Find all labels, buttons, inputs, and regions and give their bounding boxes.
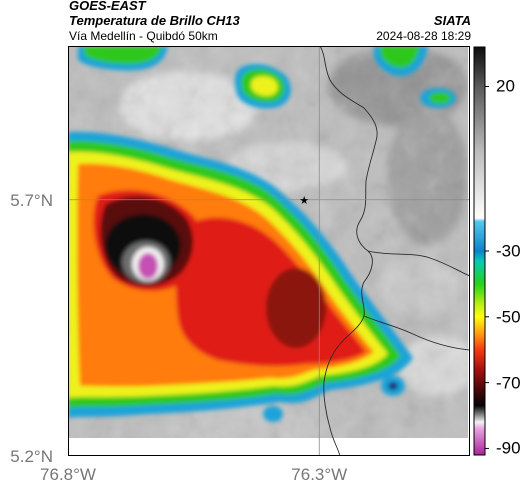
department-borders xyxy=(319,47,469,455)
colorbar-tick-label: 20 xyxy=(496,76,515,96)
temperature-colorbar xyxy=(473,46,489,456)
brightness-temperature-map[interactable]: ★ xyxy=(68,46,470,456)
colorbar-tick-label: -90 xyxy=(496,438,521,458)
title-product: Temperatura de Brillo CH13 xyxy=(69,13,240,28)
storm-dark-east xyxy=(266,268,326,348)
lon-tick-label: 76.8°W xyxy=(40,465,96,484)
map-edge-white xyxy=(69,438,469,455)
cell-south-cyan xyxy=(263,406,283,422)
star-icon: ★ xyxy=(299,194,309,207)
crosshair xyxy=(69,47,469,455)
colorbar-tick-label: -70 xyxy=(496,373,521,393)
colorbar-tick-label: -30 xyxy=(496,241,521,261)
map-edge-white-right xyxy=(468,47,469,455)
lat-tick-label: 5.2°N xyxy=(10,447,53,466)
title-satellite: GOES-EAST xyxy=(69,0,146,13)
cell-topright-green xyxy=(380,47,420,68)
organization-label: SIATA xyxy=(433,13,471,28)
cell-southeast-dark xyxy=(388,382,398,390)
route-subtitle: Vía Medellín - Quibdó 50km xyxy=(69,29,218,43)
storm-cells xyxy=(69,47,456,422)
cell-east-green xyxy=(429,92,451,104)
cell-topleft-green xyxy=(84,47,162,65)
timestamp: 2024-08-28 18:29 xyxy=(376,29,471,43)
storm-magenta-core xyxy=(138,253,158,279)
lon-tick-label: 76.3°W xyxy=(291,465,348,484)
map-frame xyxy=(68,46,470,456)
cell-north-yellow xyxy=(251,75,278,96)
lat-tick-label: 5.7°N xyxy=(10,190,53,210)
colorbar-tick-label: -50 xyxy=(496,307,521,327)
